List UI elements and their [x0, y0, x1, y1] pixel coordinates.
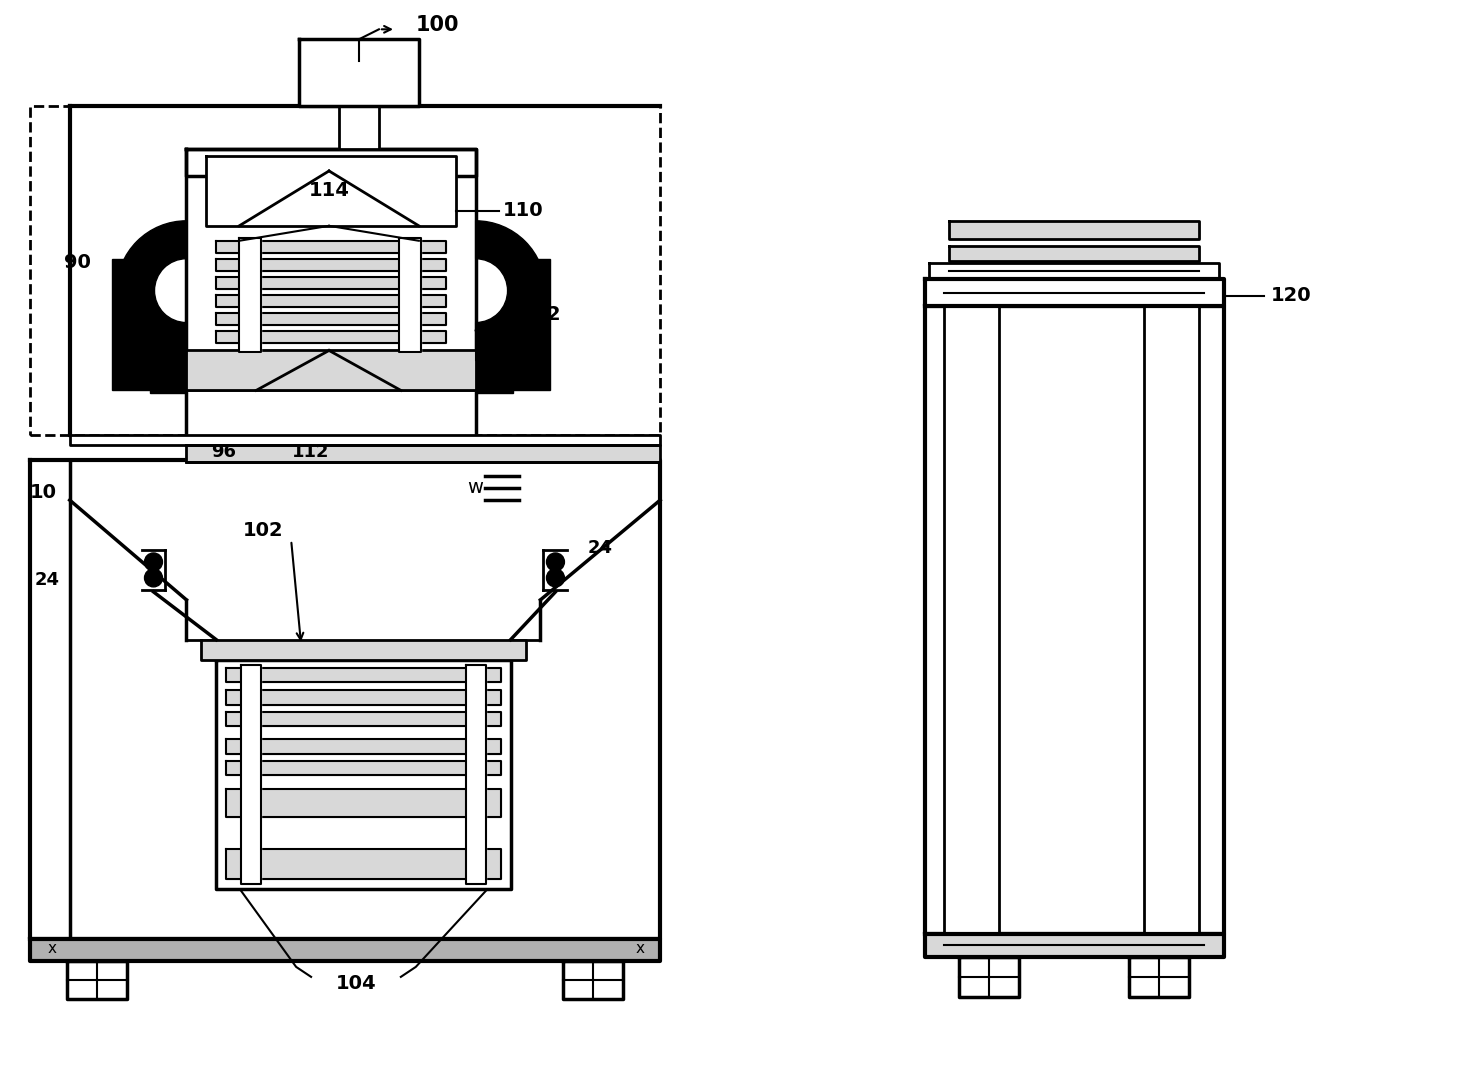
Polygon shape	[950, 246, 1199, 261]
Text: 96: 96	[211, 444, 236, 461]
Polygon shape	[227, 761, 501, 775]
Text: 112: 112	[293, 444, 329, 461]
Text: 120: 120	[1271, 286, 1312, 305]
Polygon shape	[186, 390, 476, 440]
Polygon shape	[340, 107, 379, 149]
Polygon shape	[512, 258, 550, 390]
Polygon shape	[217, 277, 445, 289]
Polygon shape	[206, 156, 455, 226]
Polygon shape	[186, 350, 476, 390]
Circle shape	[145, 569, 163, 587]
Polygon shape	[227, 789, 501, 817]
Polygon shape	[299, 39, 419, 107]
Polygon shape	[186, 149, 476, 176]
Text: 110: 110	[502, 201, 543, 221]
Text: w: w	[467, 477, 483, 496]
Polygon shape	[149, 346, 186, 393]
Polygon shape	[227, 712, 501, 726]
Wedge shape	[117, 221, 186, 361]
Polygon shape	[217, 312, 445, 324]
Text: 102: 102	[243, 520, 284, 540]
Polygon shape	[227, 740, 501, 755]
Polygon shape	[924, 279, 1224, 306]
Text: 90: 90	[64, 253, 91, 272]
Polygon shape	[227, 689, 501, 704]
Wedge shape	[476, 221, 546, 361]
Polygon shape	[227, 849, 501, 879]
Polygon shape	[186, 445, 660, 462]
Text: 10: 10	[31, 482, 57, 502]
Polygon shape	[217, 331, 445, 342]
Polygon shape	[29, 460, 660, 939]
Text: 24: 24	[34, 571, 59, 589]
Polygon shape	[217, 258, 445, 270]
Polygon shape	[959, 957, 1019, 997]
Polygon shape	[217, 241, 445, 253]
Text: x: x	[635, 941, 644, 956]
Circle shape	[546, 569, 565, 587]
Text: 104: 104	[335, 975, 376, 993]
Polygon shape	[111, 258, 149, 390]
Polygon shape	[242, 665, 261, 884]
Polygon shape	[950, 221, 1199, 239]
Polygon shape	[70, 435, 660, 445]
Polygon shape	[217, 660, 511, 890]
Polygon shape	[944, 306, 1000, 934]
Text: 100: 100	[416, 15, 460, 36]
Polygon shape	[29, 939, 660, 961]
Polygon shape	[398, 238, 420, 352]
Polygon shape	[227, 668, 501, 682]
Circle shape	[546, 553, 565, 571]
Text: 24: 24	[589, 538, 613, 557]
Polygon shape	[239, 238, 261, 352]
Polygon shape	[930, 263, 1218, 279]
Circle shape	[145, 553, 163, 571]
Bar	[29, 107, 660, 435]
Polygon shape	[202, 640, 526, 660]
Polygon shape	[476, 346, 512, 393]
Text: 114: 114	[309, 181, 350, 200]
Polygon shape	[924, 306, 1224, 934]
Polygon shape	[564, 961, 624, 998]
Polygon shape	[924, 934, 1224, 957]
Text: 102: 102	[521, 305, 561, 324]
Polygon shape	[1129, 957, 1189, 997]
Text: x: x	[47, 941, 56, 956]
Polygon shape	[466, 665, 486, 884]
Polygon shape	[217, 295, 445, 307]
Polygon shape	[1143, 306, 1199, 934]
Polygon shape	[186, 149, 476, 440]
Polygon shape	[67, 961, 126, 998]
